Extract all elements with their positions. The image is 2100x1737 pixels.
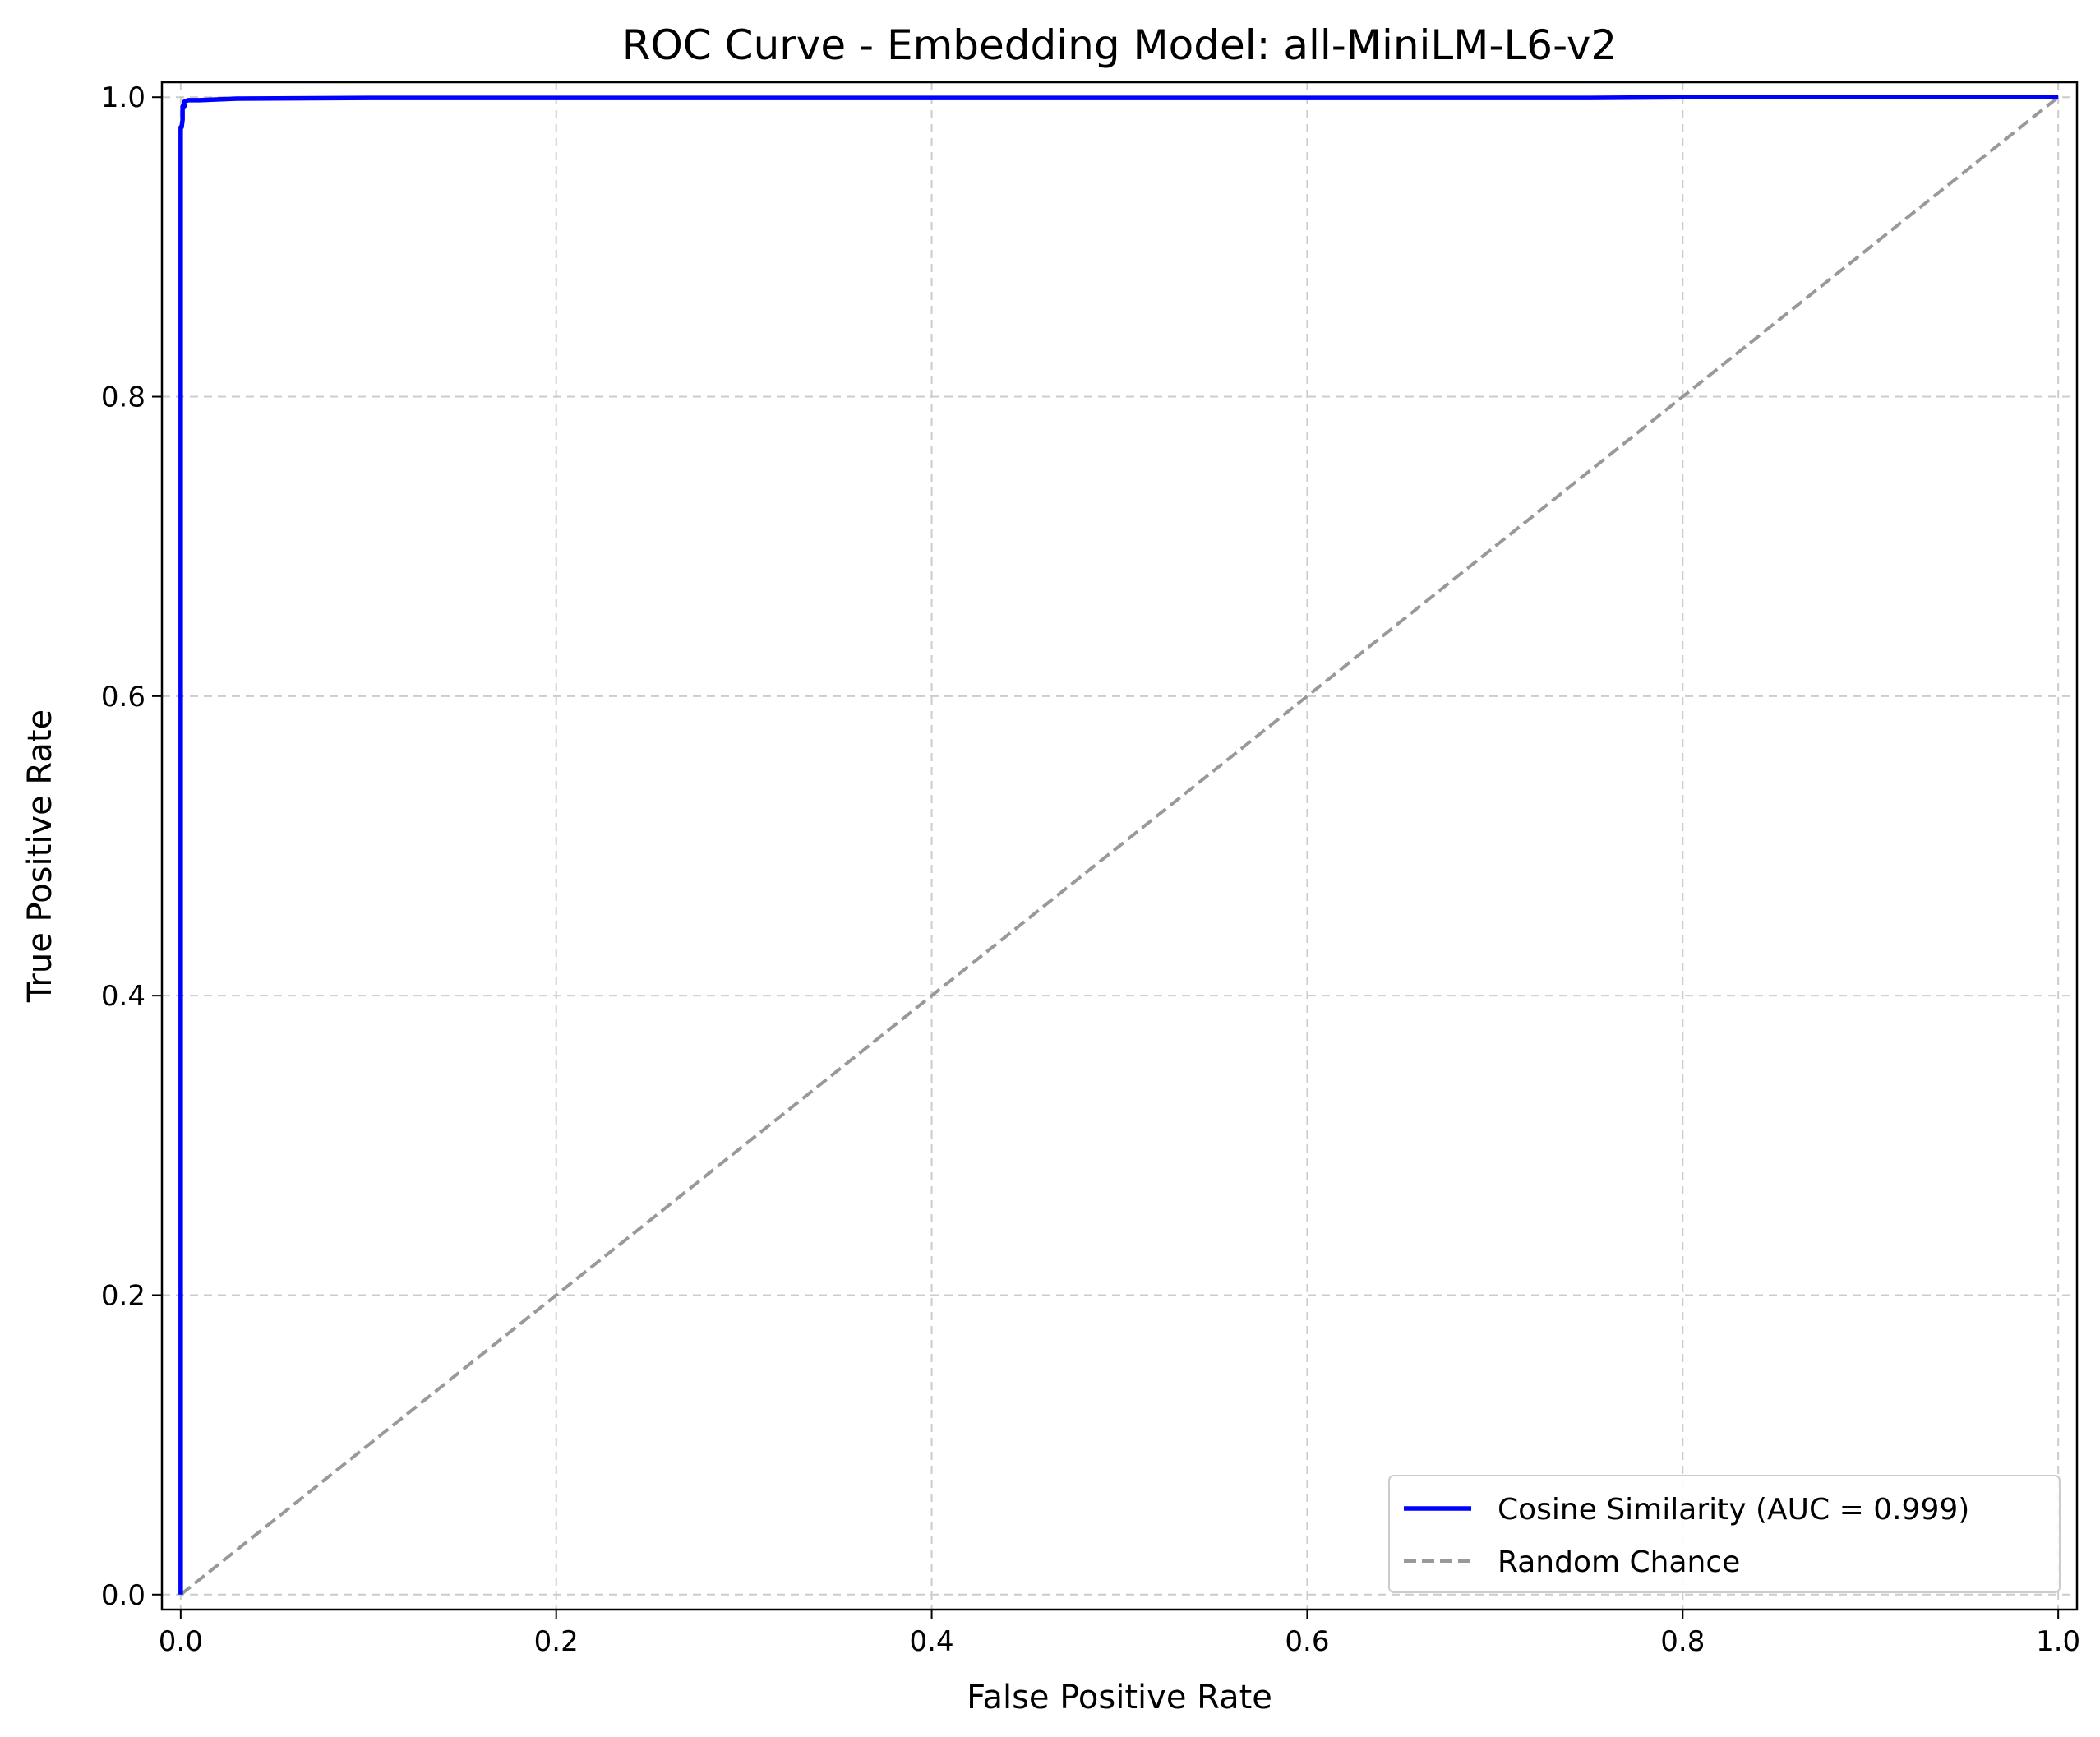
plot-frame <box>160 81 2079 1611</box>
roc-curve-line <box>178 95 2059 1595</box>
y-tick-label: 0.6 <box>101 681 145 714</box>
x-tick-label: 0.4 <box>910 1625 954 1658</box>
chart-title: ROC Curve - Embedding Model: all-MiniLM-… <box>622 21 1617 69</box>
y-tick-label: 0.8 <box>101 381 145 414</box>
x-tick-label: 0.2 <box>534 1625 579 1658</box>
x-tick-label: 0.6 <box>1285 1625 1329 1658</box>
legend-entry-label: Random Chance <box>1498 1545 1740 1579</box>
legend-box <box>1388 1475 2061 1593</box>
x-tick-label: 1.0 <box>2036 1625 2080 1658</box>
y-tick-label: 1.0 <box>101 81 145 114</box>
y-tick-label: 0.2 <box>101 1279 145 1312</box>
x-tick-label: 0.8 <box>1660 1625 1705 1658</box>
y-tick-label: 0.4 <box>101 980 145 1013</box>
x-axis-label: False Positive Rate <box>967 1679 1272 1716</box>
legend-entry-label: Cosine Similarity (AUC = 0.999) <box>1498 1493 1969 1527</box>
x-tick-label: 0.0 <box>159 1625 203 1658</box>
y-axis-label: True Positive Rate <box>21 709 59 1003</box>
legend: Cosine Similarity (AUC = 0.999) Random Ch… <box>1388 1475 2061 1593</box>
y-tick-label: 0.0 <box>101 1579 145 1612</box>
tick-layer: 0.0 0.2 0.4 0.6 0.8 1.0 0.0 0.2 0.4 0.6 0.8 1.0 <box>101 81 2080 1658</box>
series-layer <box>178 95 2060 1596</box>
random-chance-line <box>179 95 2060 1596</box>
